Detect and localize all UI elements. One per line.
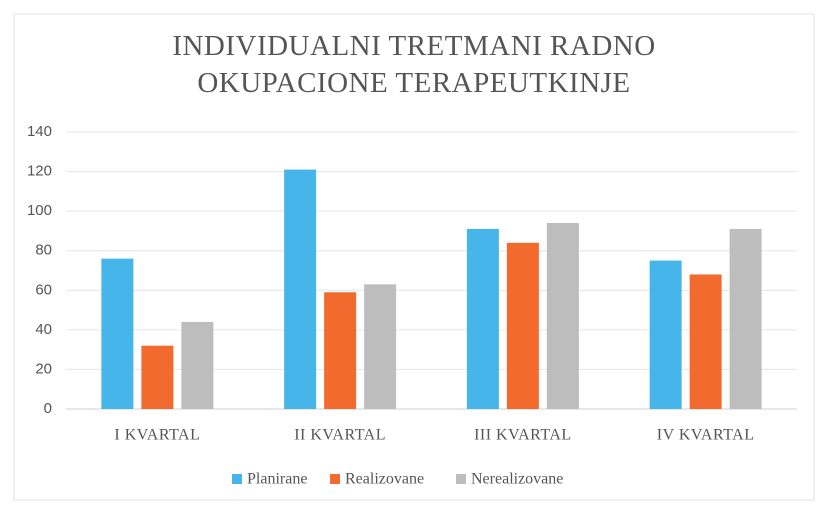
y-tick-label: 80 <box>35 242 52 259</box>
legend-swatch <box>232 474 242 484</box>
bar <box>141 345 174 409</box>
legend-swatch <box>330 474 340 484</box>
bar <box>546 223 579 409</box>
legend-label: Planirane <box>247 471 307 488</box>
chart-border <box>13 13 815 501</box>
y-tick-label: 120 <box>27 163 52 180</box>
bar <box>466 228 499 409</box>
y-tick-label: 40 <box>35 321 52 338</box>
bar <box>284 169 317 409</box>
x-tick-label: II KVARTAL <box>294 427 386 444</box>
legend-label: Nerealizovane <box>471 471 563 488</box>
bar <box>649 260 682 409</box>
bar <box>729 228 762 409</box>
bar <box>181 321 214 409</box>
y-tick-label: 100 <box>27 202 52 219</box>
y-tick-label: 60 <box>35 281 52 298</box>
y-tick-label: 140 <box>27 123 52 140</box>
x-tick-label: IV KVARTAL <box>657 427 755 444</box>
x-tick-label: I KVARTAL <box>114 427 200 444</box>
bar <box>689 274 722 409</box>
bar <box>101 258 134 409</box>
chart-title: INDIVIDUALNI TRETMANI RADNO OKUPACIONE T… <box>172 30 656 99</box>
bar <box>506 242 539 409</box>
bar <box>324 292 357 409</box>
y-tick-label: 0 <box>44 400 52 417</box>
y-tick-label: 20 <box>35 360 52 377</box>
legend-label: Realizovane <box>345 471 424 488</box>
x-tick-label: III KVARTAL <box>474 427 572 444</box>
bar <box>364 284 397 409</box>
legend-swatch <box>456 474 466 484</box>
